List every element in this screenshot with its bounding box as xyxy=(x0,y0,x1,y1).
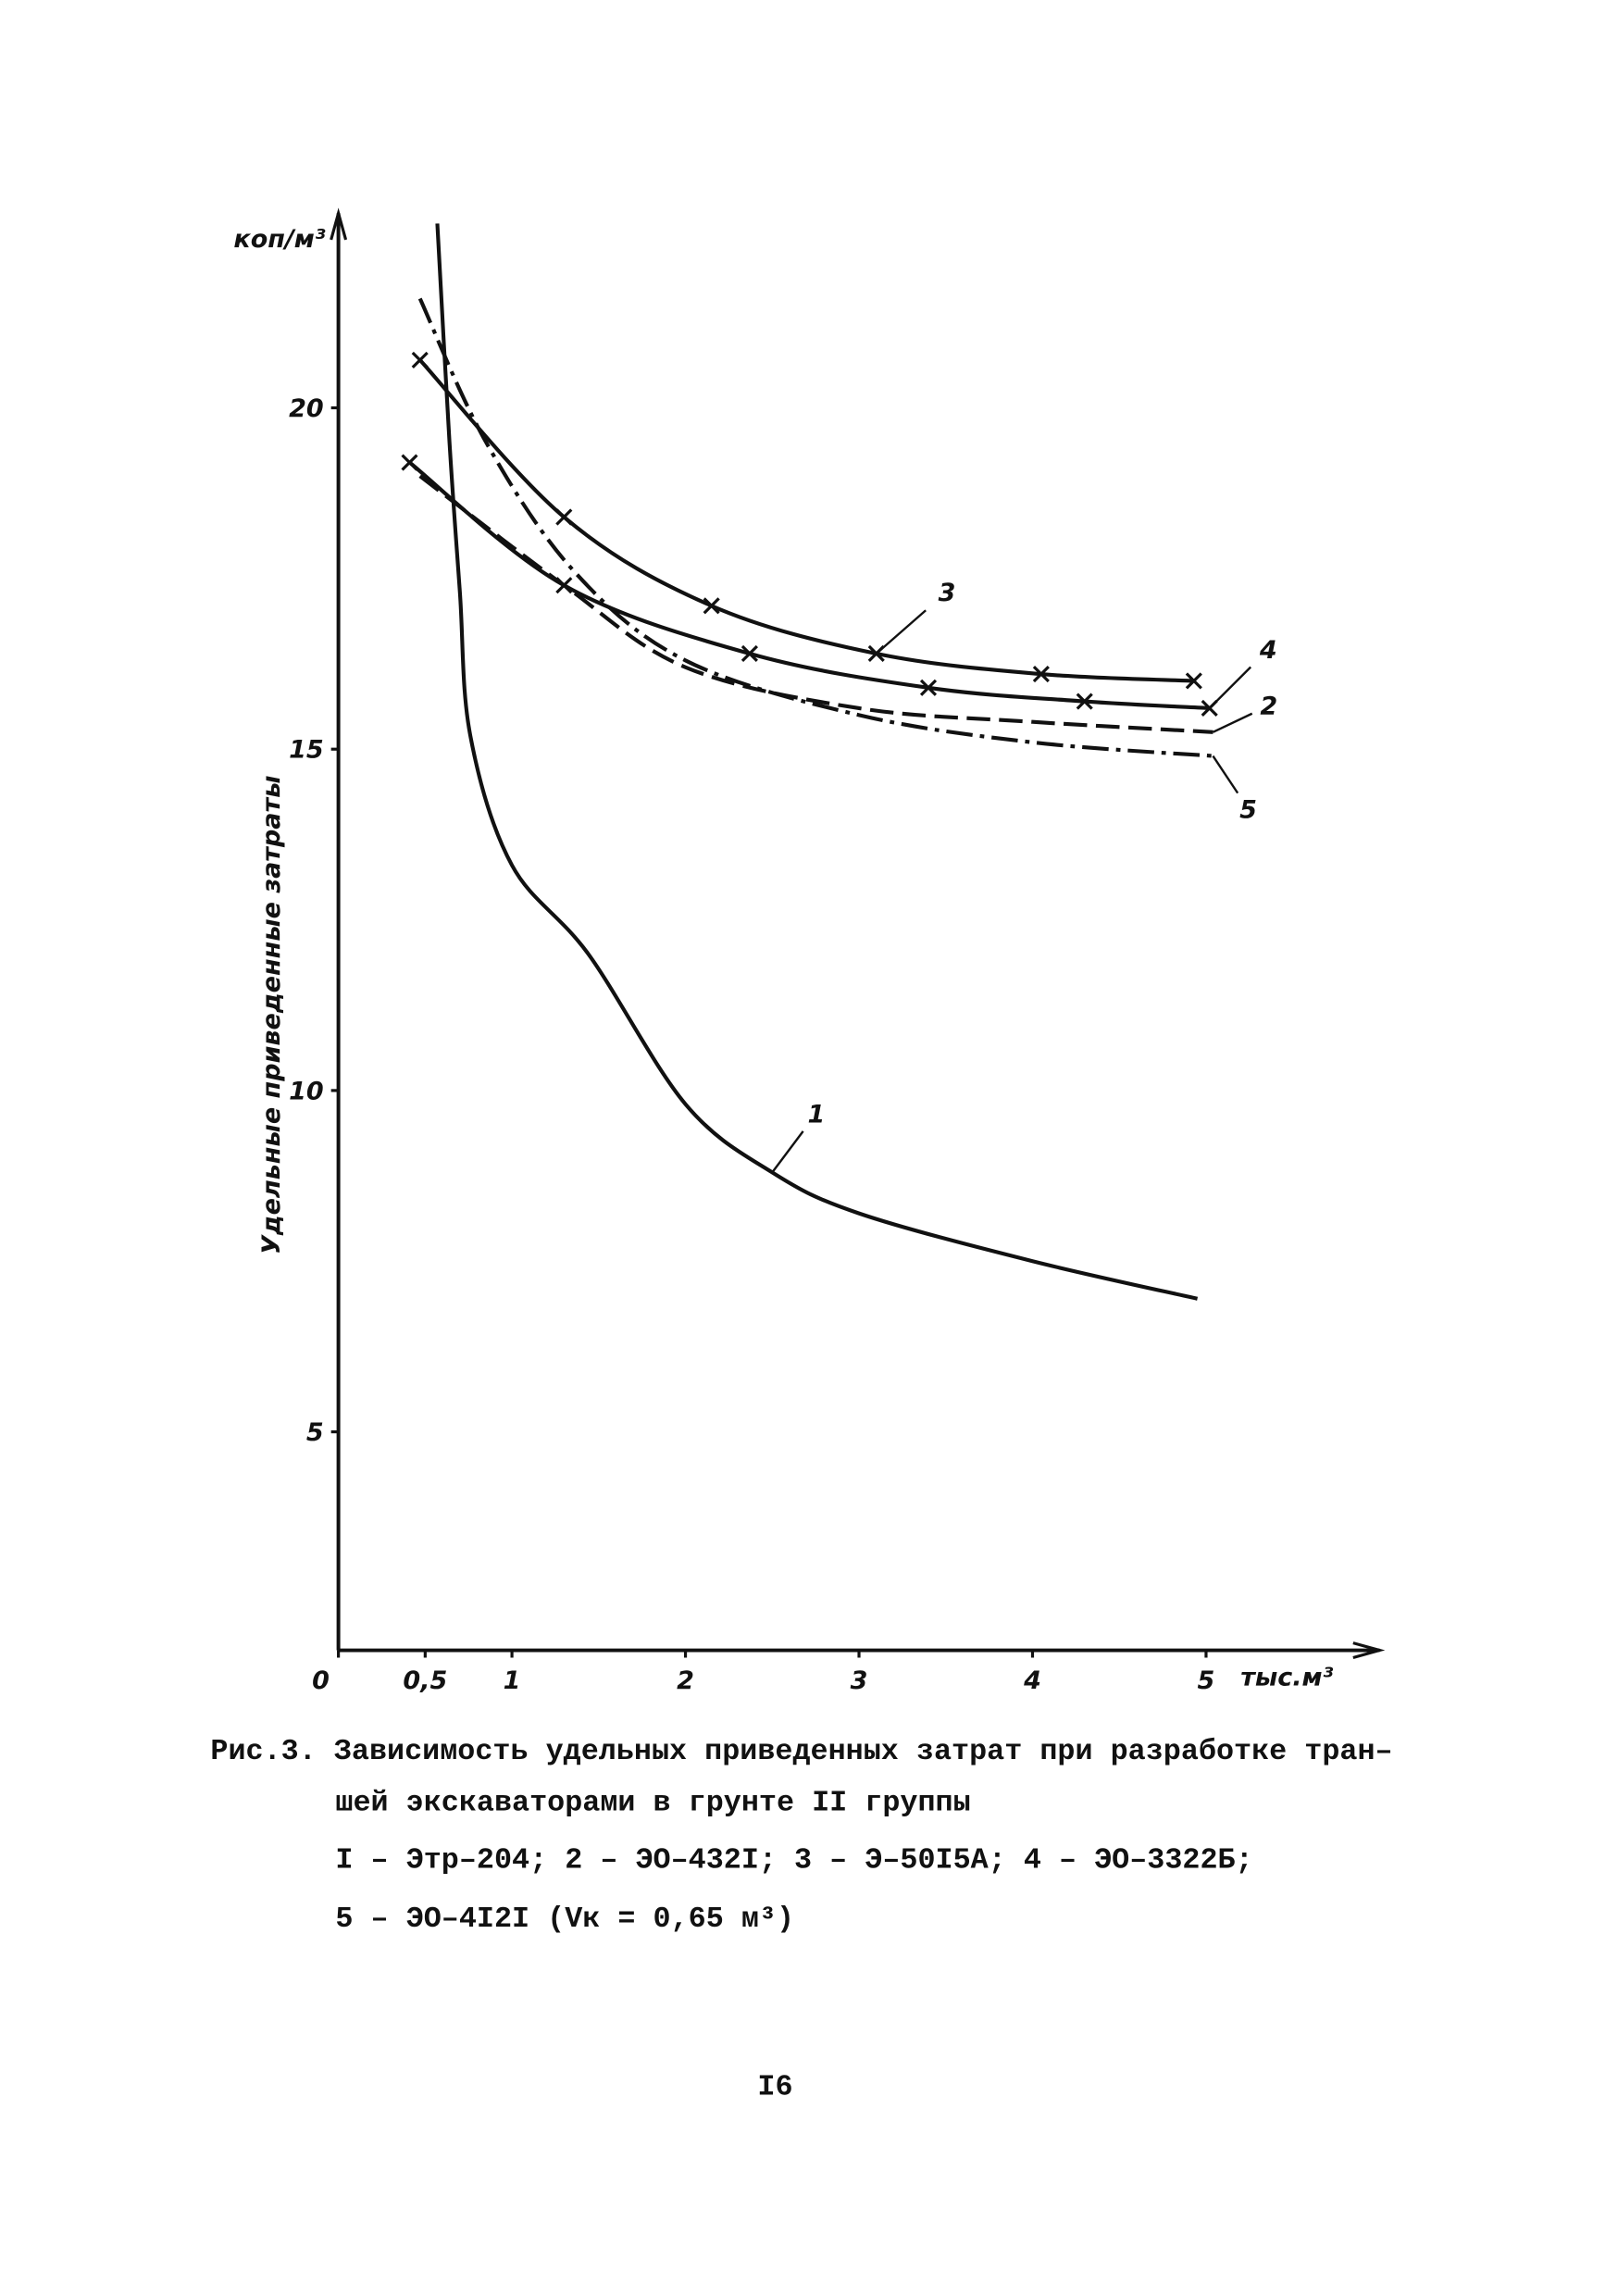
x-tick-label: 3 xyxy=(851,1666,868,1695)
point-marker xyxy=(555,508,573,526)
label-leader xyxy=(1212,712,1253,733)
y-tick-label: 10 xyxy=(289,1077,324,1105)
label-leader xyxy=(875,609,927,655)
x-tick-label: 0 xyxy=(312,1666,330,1695)
point-marker xyxy=(1185,672,1202,690)
x-tick-label: 0,5 xyxy=(403,1666,447,1695)
point-marker xyxy=(555,577,573,594)
series-label: 5 xyxy=(1239,795,1257,824)
y-tick-label: 20 xyxy=(289,394,324,423)
label-leader xyxy=(1212,755,1239,794)
caption-line: 5 – ЭО–4I2I (Vк = 0,65 м³) xyxy=(335,1903,794,1936)
curve xyxy=(417,297,1214,758)
curve xyxy=(418,358,1194,683)
x-tick-label: 4 xyxy=(1023,1666,1041,1695)
series-label: 2 xyxy=(1260,693,1277,721)
y-tick-label: 5 xyxy=(306,1418,324,1447)
y-axis-title: Удельные приведенные затраты xyxy=(257,775,286,1254)
curve xyxy=(418,474,1214,734)
series-label: 4 xyxy=(1259,636,1277,665)
x-tick-label: 2 xyxy=(677,1666,694,1695)
point-marker xyxy=(411,351,429,368)
label-leader xyxy=(771,1130,804,1174)
y-axis-arrow xyxy=(330,207,348,241)
caption-line: I – Этр–204; 2 – ЭО–432I; 3 – Э–50I5А; 4… xyxy=(335,1844,1252,1878)
point-marker xyxy=(703,597,720,615)
x-axis-arrow xyxy=(1352,1641,1386,1660)
y-tick-label: 15 xyxy=(289,736,324,765)
page-number: I6 xyxy=(757,2070,792,2103)
caption-line: шей экскаваторами в грунте II группы xyxy=(335,1787,970,1820)
x-unit: тыс.м³ xyxy=(1240,1664,1333,1692)
label-leader xyxy=(1208,666,1252,709)
curve xyxy=(435,223,1199,1301)
curve xyxy=(408,460,1210,711)
point-marker xyxy=(401,454,418,471)
point-marker xyxy=(741,644,758,663)
series-label: 1 xyxy=(808,1100,826,1129)
series-label: 3 xyxy=(939,579,956,607)
point-marker xyxy=(1076,693,1093,710)
x-tick-label: 5 xyxy=(1198,1666,1215,1695)
point-marker xyxy=(919,679,938,696)
x-tick-label: 1 xyxy=(504,1666,521,1695)
caption-line: Рис.3. Зависимость удельных приведенных … xyxy=(210,1735,1392,1768)
point-marker xyxy=(1032,666,1050,683)
y-unit: коп/м³ xyxy=(233,225,325,254)
